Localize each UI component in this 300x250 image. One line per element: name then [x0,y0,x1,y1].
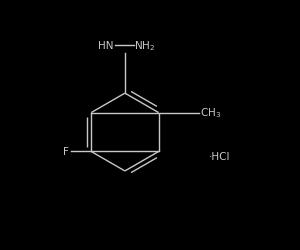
Text: F: F [63,147,69,157]
Text: CH$_3$: CH$_3$ [200,106,221,120]
Text: NH$_2$: NH$_2$ [134,40,156,53]
Text: ·HCl: ·HCl [209,151,230,161]
Text: HN: HN [98,41,114,51]
